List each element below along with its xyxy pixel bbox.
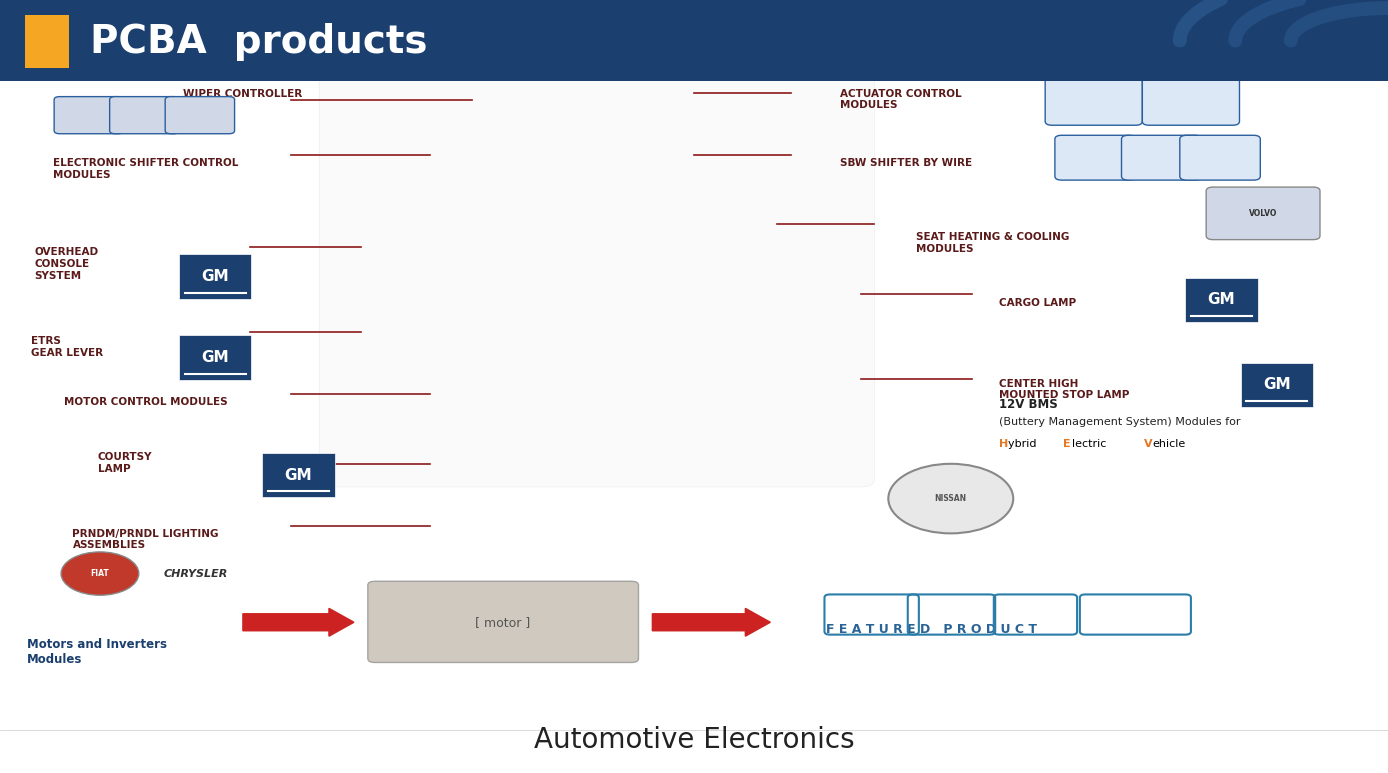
Text: ybrid: ybrid: [1008, 439, 1041, 449]
Text: ehicle: ehicle: [1152, 439, 1185, 449]
Text: NISSAN: NISSAN: [934, 494, 967, 503]
Text: (Buttery Management System) Modules for: (Buttery Management System) Modules for: [999, 417, 1241, 427]
Text: CENTER HIGH
MOUNTED STOP LAMP: CENTER HIGH MOUNTED STOP LAMP: [999, 379, 1130, 400]
Text: H: H: [999, 439, 1009, 449]
Text: ELECTRONIC SHIFTER CONTROL
MODULES: ELECTRONIC SHIFTER CONTROL MODULES: [53, 158, 239, 180]
Text: SBW SHIFTER BY WIRE: SBW SHIFTER BY WIRE: [840, 158, 972, 169]
Text: GM: GM: [285, 468, 312, 482]
FancyBboxPatch shape: [1180, 135, 1260, 180]
FancyBboxPatch shape: [1122, 135, 1202, 180]
FancyBboxPatch shape: [1185, 278, 1258, 322]
Text: Motors and Inverters
Modules: Motors and Inverters Modules: [28, 638, 167, 666]
Text: GM: GM: [201, 350, 229, 365]
FancyBboxPatch shape: [110, 97, 179, 134]
FancyBboxPatch shape: [0, 0, 1388, 81]
FancyBboxPatch shape: [1045, 75, 1142, 125]
Text: 12V BMS: 12V BMS: [999, 398, 1058, 411]
Text: CHRYSLER: CHRYSLER: [164, 569, 228, 578]
Circle shape: [888, 464, 1013, 533]
Text: ACTUATOR CONTROL
MODULES: ACTUATOR CONTROL MODULES: [840, 89, 962, 111]
Text: FIAT: FIAT: [90, 569, 110, 578]
FancyBboxPatch shape: [1142, 75, 1239, 125]
FancyBboxPatch shape: [368, 581, 638, 662]
FancyBboxPatch shape: [1055, 135, 1135, 180]
Text: COURTSY
LAMP: COURTSY LAMP: [97, 452, 153, 474]
FancyBboxPatch shape: [179, 254, 251, 298]
Text: ETRS
GEAR LEVER: ETRS GEAR LEVER: [31, 336, 103, 358]
Text: CARGO LAMP: CARGO LAMP: [999, 298, 1077, 308]
FancyArrow shape: [652, 608, 770, 636]
FancyBboxPatch shape: [1241, 363, 1313, 407]
Text: V: V: [1144, 439, 1152, 449]
Text: PCBA  products: PCBA products: [90, 22, 428, 61]
FancyBboxPatch shape: [165, 97, 235, 134]
Text: GM: GM: [1208, 292, 1235, 307]
Circle shape: [61, 552, 139, 595]
FancyBboxPatch shape: [25, 15, 69, 68]
FancyBboxPatch shape: [1206, 187, 1320, 240]
Text: GM: GM: [201, 269, 229, 284]
FancyBboxPatch shape: [179, 335, 251, 380]
Text: E: E: [1062, 439, 1070, 449]
Text: F E A T U R E D   P R O D U C T: F E A T U R E D P R O D U C T: [826, 624, 1037, 636]
FancyBboxPatch shape: [319, 70, 874, 487]
Text: lectric: lectric: [1072, 439, 1109, 449]
Text: Automotive Electronics: Automotive Electronics: [534, 726, 854, 754]
FancyArrow shape: [243, 608, 354, 636]
Text: WIPER CONTROLLER: WIPER CONTROLLER: [183, 89, 303, 99]
Text: OVERHEAD
CONSOLE
SYSTEM: OVERHEAD CONSOLE SYSTEM: [35, 247, 99, 281]
Text: PRNDM/PRNDL LIGHTING
ASSEMBLIES: PRNDM/PRNDL LIGHTING ASSEMBLIES: [72, 529, 219, 550]
FancyBboxPatch shape: [262, 453, 335, 497]
Text: SEAT HEATING & COOLING
MODULES: SEAT HEATING & COOLING MODULES: [916, 232, 1070, 254]
FancyBboxPatch shape: [54, 97, 124, 134]
Text: MOTOR CONTROL MODULES: MOTOR CONTROL MODULES: [64, 397, 228, 407]
Text: VOLVO: VOLVO: [1249, 209, 1277, 218]
Text: [ motor ]: [ motor ]: [475, 616, 530, 628]
Text: GM: GM: [1263, 377, 1291, 392]
